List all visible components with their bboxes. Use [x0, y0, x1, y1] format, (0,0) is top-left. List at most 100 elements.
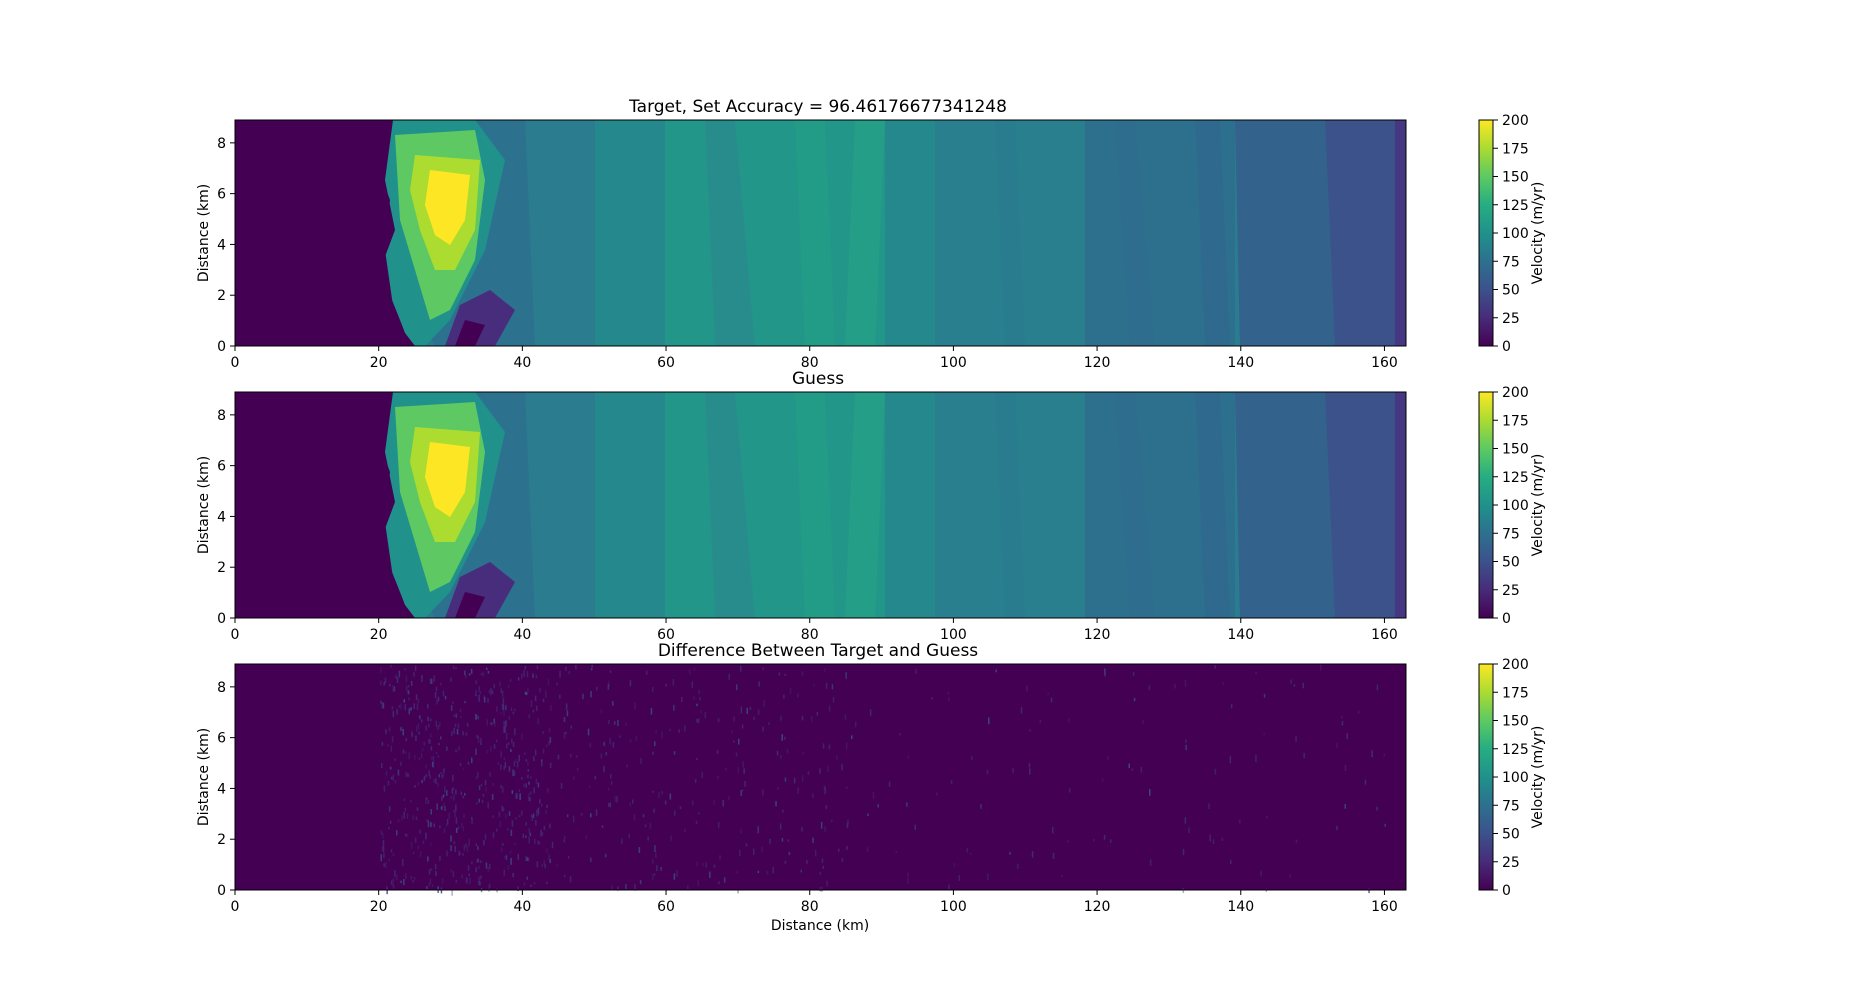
- difference-speckle-cell: [491, 722, 493, 726]
- difference-speckle-cell: [528, 827, 531, 834]
- difference-speckle-cell: [661, 790, 663, 795]
- difference-speckle-cell: [502, 690, 504, 698]
- difference-speckle-cell: [444, 695, 447, 700]
- difference-speckle-cell: [793, 777, 796, 784]
- difference-speckle-cell: [797, 787, 799, 794]
- difference-speckle-cell: [733, 740, 735, 743]
- difference-speckle-cell: [477, 858, 480, 863]
- difference-speckle-cell: [674, 810, 676, 816]
- difference-speckle-cell: [505, 720, 507, 727]
- difference-speckle-cell: [642, 814, 645, 818]
- difference-speckle-cell: [432, 761, 435, 768]
- difference-speckle-cell: [588, 785, 591, 788]
- difference-speckle-cell: [526, 774, 529, 778]
- colorbar-tick-label: 0: [1502, 339, 1511, 355]
- difference-speckle-cell: [877, 804, 879, 808]
- difference-speckle-cell: [733, 716, 735, 722]
- difference-speckle-cell: [888, 781, 891, 787]
- difference-speckle-cell: [535, 674, 538, 679]
- difference-speckle-cell: [1336, 742, 1338, 748]
- difference-speckle-cell: [821, 858, 824, 863]
- difference-speckle-cell: [382, 832, 384, 839]
- difference-speckle-cell: [380, 700, 382, 704]
- difference-speckle-cell: [628, 834, 630, 839]
- difference-speckle-cell: [455, 880, 457, 883]
- difference-speckle-cell: [784, 777, 787, 782]
- difference-speckle-cell: [1185, 739, 1187, 744]
- y-tick-label: 8: [217, 408, 226, 424]
- difference-speckle-cell: [429, 678, 432, 684]
- difference-speckle-cell: [406, 773, 409, 777]
- difference-speckle-cell: [590, 691, 592, 698]
- difference-speckle-cell: [762, 789, 764, 796]
- difference-speckle-cell: [465, 877, 467, 883]
- difference-speckle-cell: [739, 849, 741, 857]
- difference-speckle-cell: [408, 697, 410, 701]
- difference-speckle-cell: [510, 748, 512, 752]
- difference-speckle-cell: [425, 798, 427, 804]
- x-tick-label: 20: [370, 355, 388, 371]
- difference-speckle-cell: [1149, 859, 1152, 866]
- difference-speckle-cell: [966, 847, 968, 853]
- difference-speckle-cell: [1012, 768, 1014, 773]
- difference-speckle-cell: [728, 673, 730, 680]
- difference-speckle-cell: [780, 716, 782, 721]
- difference-speckle-cell: [394, 780, 397, 784]
- difference-speckle-cell: [484, 833, 487, 840]
- difference-speckle-cell: [1260, 870, 1262, 877]
- difference-speckle-cell: [462, 795, 465, 799]
- difference-speckle-cell: [435, 871, 437, 876]
- difference-speckle-cell: [549, 859, 551, 863]
- difference-speckle-cell: [740, 828, 742, 834]
- difference-speckle-cell: [435, 778, 437, 784]
- difference-speckle-cell: [801, 775, 804, 782]
- difference-speckle-cell: [763, 700, 765, 707]
- x-tick-label: 120: [1084, 627, 1111, 643]
- difference-speckle-cell: [823, 785, 826, 791]
- y-tick-label: 4: [217, 237, 226, 253]
- difference-speckle-cell: [819, 768, 821, 774]
- difference-speckle-cell: [410, 800, 412, 803]
- difference-speckle-cell: [841, 764, 843, 771]
- difference-speckle-cell: [802, 752, 804, 755]
- difference-speckle-cell: [688, 669, 691, 675]
- x-tick-label: 160: [1371, 899, 1398, 915]
- difference-speckle-cell: [440, 806, 442, 810]
- y-tick-label: 2: [217, 560, 226, 576]
- difference-speckle-cell: [563, 717, 566, 722]
- difference-speckle-cell: [388, 858, 390, 862]
- difference-speckle-cell: [524, 665, 527, 670]
- difference-speckle-cell: [492, 782, 495, 787]
- difference-speckle-cell: [828, 744, 831, 750]
- difference-speckle-cell: [503, 856, 506, 859]
- difference-speckle-cell: [397, 819, 400, 823]
- difference-speckle-cell: [410, 680, 413, 686]
- difference-speckle-cell: [1017, 863, 1019, 869]
- difference-speckle-cell: [450, 796, 452, 799]
- difference-speckle-cell: [684, 725, 686, 732]
- difference-speckle-cell: [1289, 874, 1291, 878]
- difference-speckle-cell: [404, 833, 407, 837]
- difference-speckle-cell: [527, 774, 530, 779]
- difference-speckle-cell: [570, 753, 572, 758]
- difference-speckle-cell: [521, 673, 523, 679]
- difference-speckle-cell: [471, 861, 473, 865]
- difference-speckle-cell: [510, 858, 512, 865]
- difference-speckle-cell: [430, 822, 432, 827]
- colorbar-tick-label: 25: [1502, 311, 1520, 327]
- difference-speckle-cell: [513, 770, 516, 776]
- difference-speckle-cell: [443, 768, 445, 773]
- difference-speckle-cell: [781, 734, 783, 741]
- difference-speckle-cell: [500, 784, 502, 788]
- difference-speckle-cell: [664, 800, 667, 805]
- difference-speckle-cell: [455, 804, 457, 811]
- difference-speckle-cell: [825, 682, 828, 689]
- difference-speckle-cell: [564, 835, 566, 840]
- difference-speckle-cell: [477, 845, 479, 850]
- difference-speckle-cell: [511, 790, 514, 794]
- difference-speckle-cell: [638, 847, 641, 853]
- difference-speckle-cell: [496, 706, 498, 712]
- difference-speckle-cell: [831, 819, 833, 822]
- difference-speckle-cell: [757, 870, 760, 874]
- difference-speckle-cell: [1384, 823, 1386, 827]
